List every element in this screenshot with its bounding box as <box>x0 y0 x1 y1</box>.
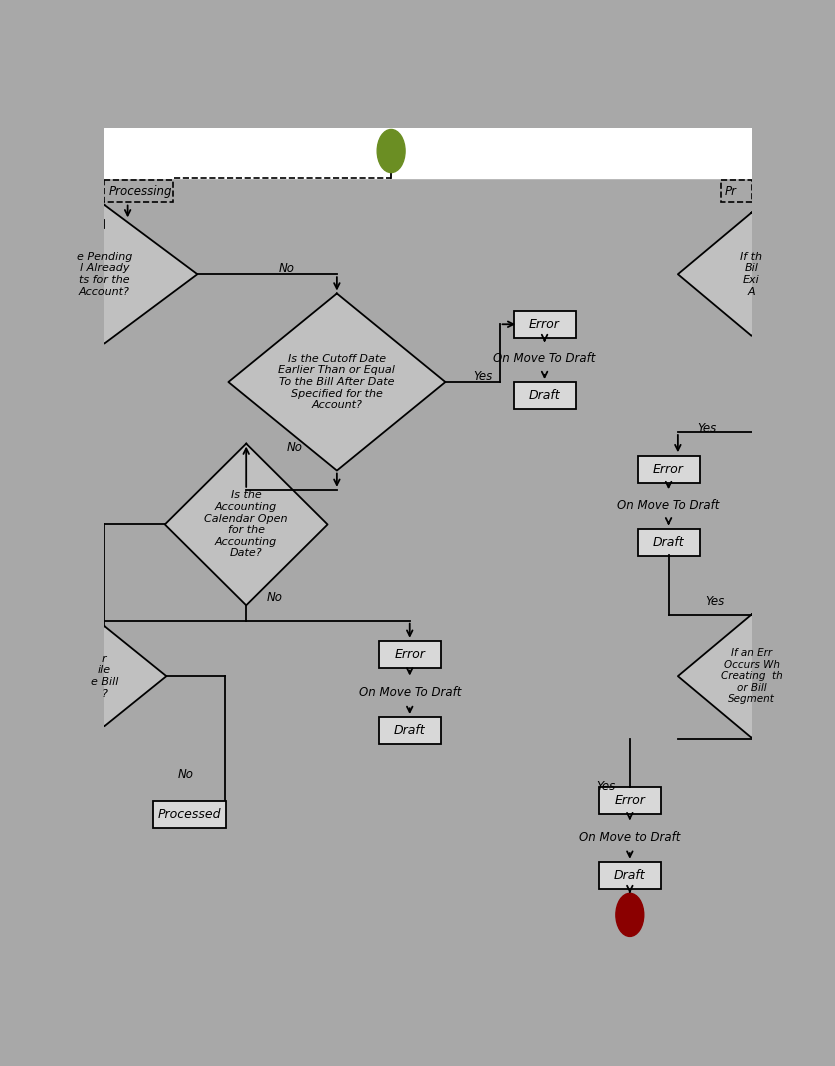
Text: If th
Bil
Exi
A: If th Bil Exi A <box>741 252 762 296</box>
Text: Is the Cutoff Date
Earlier Than or Equal
To the Bill After Date
Specified for th: Is the Cutoff Date Earlier Than or Equal… <box>278 354 395 410</box>
Polygon shape <box>678 615 825 738</box>
Text: e Pending
l Already
ts for the
Account?: e Pending l Already ts for the Account? <box>77 252 132 296</box>
Bar <box>599 788 660 814</box>
Text: Processed: Processed <box>158 808 221 821</box>
Polygon shape <box>12 205 197 343</box>
Text: No: No <box>287 441 303 454</box>
Bar <box>721 180 752 201</box>
Text: No: No <box>267 592 283 604</box>
Text: On Move to Draft: On Move to Draft <box>579 830 681 843</box>
Ellipse shape <box>616 893 644 936</box>
Text: Draft: Draft <box>529 389 560 402</box>
Polygon shape <box>164 443 327 605</box>
Ellipse shape <box>377 129 405 173</box>
Text: Error: Error <box>653 463 684 475</box>
Text: Pr: Pr <box>725 184 736 197</box>
Text: On Move To Draft: On Move To Draft <box>617 500 720 513</box>
Text: Is the
Accounting
Calendar Open
for the
Accounting
Date?: Is the Accounting Calendar Open for the … <box>205 490 288 559</box>
Text: Error: Error <box>529 318 560 330</box>
Text: Yes: Yes <box>597 779 616 793</box>
Text: Error: Error <box>394 648 425 661</box>
Bar <box>379 641 441 668</box>
Text: No: No <box>178 769 194 781</box>
Bar <box>599 862 660 889</box>
Bar <box>514 383 575 409</box>
Bar <box>638 455 700 483</box>
Text: Yes: Yes <box>697 422 716 435</box>
Text: Processing: Processing <box>109 184 172 197</box>
Text: Draft: Draft <box>394 724 426 738</box>
Text: No: No <box>279 262 295 275</box>
Bar <box>153 802 226 828</box>
Text: Draft: Draft <box>653 536 685 549</box>
Text: r
ile
e Bill
?: r ile e Bill ? <box>91 653 118 698</box>
Polygon shape <box>229 293 445 470</box>
Text: Yes: Yes <box>473 370 493 383</box>
Text: Error: Error <box>615 794 645 807</box>
Text: If an Err
Occurs Wh
Creating  th
or Bill
Segment: If an Err Occurs Wh Creating th or Bill … <box>721 648 782 705</box>
Bar <box>379 717 441 744</box>
Bar <box>514 311 575 338</box>
Text: On Move To Draft: On Move To Draft <box>358 685 461 699</box>
Polygon shape <box>43 626 166 726</box>
Text: Yes: Yes <box>705 595 725 608</box>
Polygon shape <box>678 212 825 336</box>
Bar <box>104 180 173 201</box>
Text: On Move To Draft: On Move To Draft <box>493 353 595 366</box>
Bar <box>638 529 700 555</box>
Text: Draft: Draft <box>614 869 645 882</box>
Bar <box>104 128 752 178</box>
